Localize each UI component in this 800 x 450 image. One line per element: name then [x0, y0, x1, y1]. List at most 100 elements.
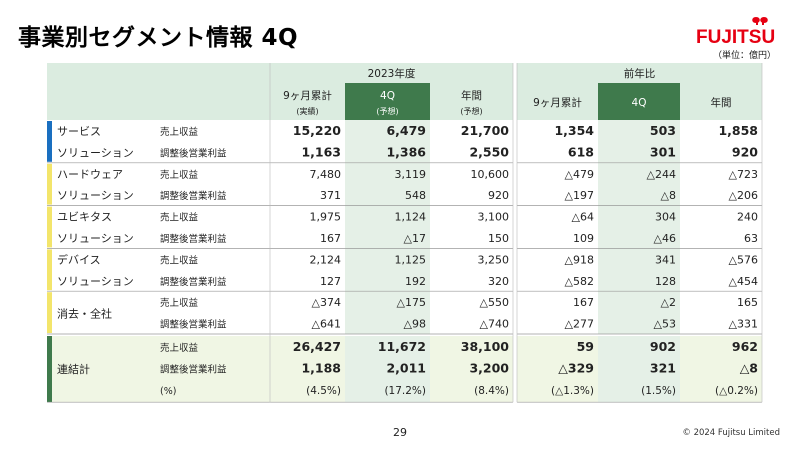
value-cell: △454: [729, 275, 758, 288]
value-cell: 15,220: [293, 123, 342, 138]
value-cell: △550: [480, 296, 509, 309]
value-cell: 920: [732, 144, 758, 159]
fujitsu-logo: FUJITSU: [696, 17, 775, 47]
value-cell: △8: [661, 189, 676, 202]
value-cell: 548: [405, 189, 426, 202]
row-label: 調整後営業利益: [160, 276, 227, 288]
value-cell: 301: [650, 144, 676, 159]
value-cell: 59: [577, 339, 594, 354]
value-cell: 21,700: [461, 123, 510, 138]
value-cell: △206: [729, 189, 758, 202]
segment-accent-bar: [47, 121, 52, 162]
value-cell: 320: [488, 275, 509, 288]
value-cell: 618: [568, 144, 594, 159]
value-cell: 6,479: [386, 123, 426, 138]
consolidated-yoy-4q-bg: [598, 336, 680, 403]
header-col-4q: [345, 83, 430, 120]
unit-label: （単位：億円）: [712, 51, 776, 61]
value-cell: 10,600: [471, 168, 510, 181]
value-cell: 962: [732, 339, 758, 354]
consolidated-4q-bg: [345, 336, 430, 403]
header-yoy-4q-label: 4Q: [632, 97, 647, 109]
value-cell: △46: [654, 232, 676, 245]
value-cell: 1,188: [301, 360, 341, 375]
value-cell: 7,480: [310, 168, 342, 181]
value-cell: △98: [404, 318, 426, 331]
value-cell: 165: [737, 296, 758, 309]
value-cell: 167: [573, 296, 594, 309]
header-yoy-year: [680, 83, 762, 120]
value-cell: 1,354: [554, 123, 594, 138]
value-cell: 150: [488, 232, 509, 245]
header-yoy-year-label: 年間: [711, 96, 732, 109]
value-cell: △244: [647, 168, 676, 181]
value-cell: 902: [650, 339, 676, 354]
header-col-year-sub: (予想): [460, 106, 482, 116]
header-group-yoy-label: 前年比: [624, 67, 656, 80]
page-number: 29: [393, 426, 407, 439]
row-label: 売上収益: [160, 212, 199, 224]
value-cell: △479: [565, 168, 594, 181]
value-cell: (△0.2%): [715, 385, 758, 397]
value-cell: (17.2%): [384, 385, 426, 397]
value-cell: 127: [320, 275, 341, 288]
header-col-9m: [270, 83, 345, 120]
row-label: 調整後営業利益: [160, 319, 227, 331]
consolidated-bg: [47, 336, 270, 403]
segment-name-2: ソリューション: [57, 232, 134, 245]
value-cell: 1,386: [386, 144, 426, 159]
page-title: 事業別セグメント情報 4Q: [18, 25, 299, 51]
header-group-2023-label: 2023年度: [368, 67, 416, 80]
value-cell: △17: [404, 232, 426, 245]
copyright: © 2024 Fujitsu Limited: [682, 428, 780, 438]
value-cell: 3,250: [478, 253, 510, 266]
segment-name: 消去・全社: [57, 307, 112, 321]
value-cell: 109: [573, 232, 594, 245]
value-cell: 240: [737, 211, 758, 224]
value-cell: △641: [312, 318, 341, 331]
value-cell: 304: [655, 211, 676, 224]
col-highlight-4q: [345, 120, 430, 334]
value-cell: △723: [729, 168, 758, 181]
segment-accent-bar: [47, 292, 52, 333]
value-cell: 341: [655, 253, 676, 266]
value-cell: 11,672: [378, 339, 426, 354]
segment-name-2: ソリューション: [57, 146, 134, 159]
value-cell: 1,163: [301, 144, 341, 159]
value-cell: 371: [320, 189, 341, 202]
value-cell: △576: [729, 253, 758, 266]
value-cell: 3,119: [395, 168, 427, 181]
row-label: 売上収益: [160, 342, 199, 354]
header-yoy-9m: [517, 83, 598, 120]
value-cell: (8.4%): [474, 385, 509, 397]
value-cell: △331: [729, 318, 758, 331]
value-cell: 1,124: [395, 211, 427, 224]
value-cell: △277: [565, 318, 594, 331]
value-cell: △175: [397, 296, 426, 309]
value-cell: 920: [488, 189, 509, 202]
row-label: 調整後営業利益: [160, 190, 227, 202]
value-cell: 2,124: [310, 253, 342, 266]
value-cell: △374: [312, 296, 341, 309]
segment-accent-bar: [47, 206, 52, 248]
row-label: 調整後営業利益: [160, 233, 227, 245]
header-blank: [47, 63, 270, 120]
row-label: 調整後営業利益: [160, 363, 227, 375]
value-cell: 1,858: [718, 123, 758, 138]
value-cell: 3,200: [469, 360, 509, 375]
row-label: 調整後営業利益: [160, 147, 227, 159]
header-yoy-9m-label: 9ヶ月累計: [533, 96, 582, 109]
svg-text:FUJITSU: FUJITSU: [696, 27, 775, 47]
segment-accent-bar: [47, 163, 52, 205]
header-col-year-label: 年間: [461, 89, 482, 102]
row-label: 売上収益: [160, 126, 199, 138]
value-cell: (4.5%): [306, 385, 341, 397]
row-label: (%): [160, 386, 176, 397]
segment-accent-bar: [47, 249, 52, 291]
value-cell: 167: [320, 232, 341, 245]
row-label: 売上収益: [160, 169, 199, 181]
segment-name: デバイス: [57, 252, 101, 266]
col-highlight-yoy-4q: [598, 120, 680, 334]
segment-name: ハードウェア: [57, 168, 123, 181]
